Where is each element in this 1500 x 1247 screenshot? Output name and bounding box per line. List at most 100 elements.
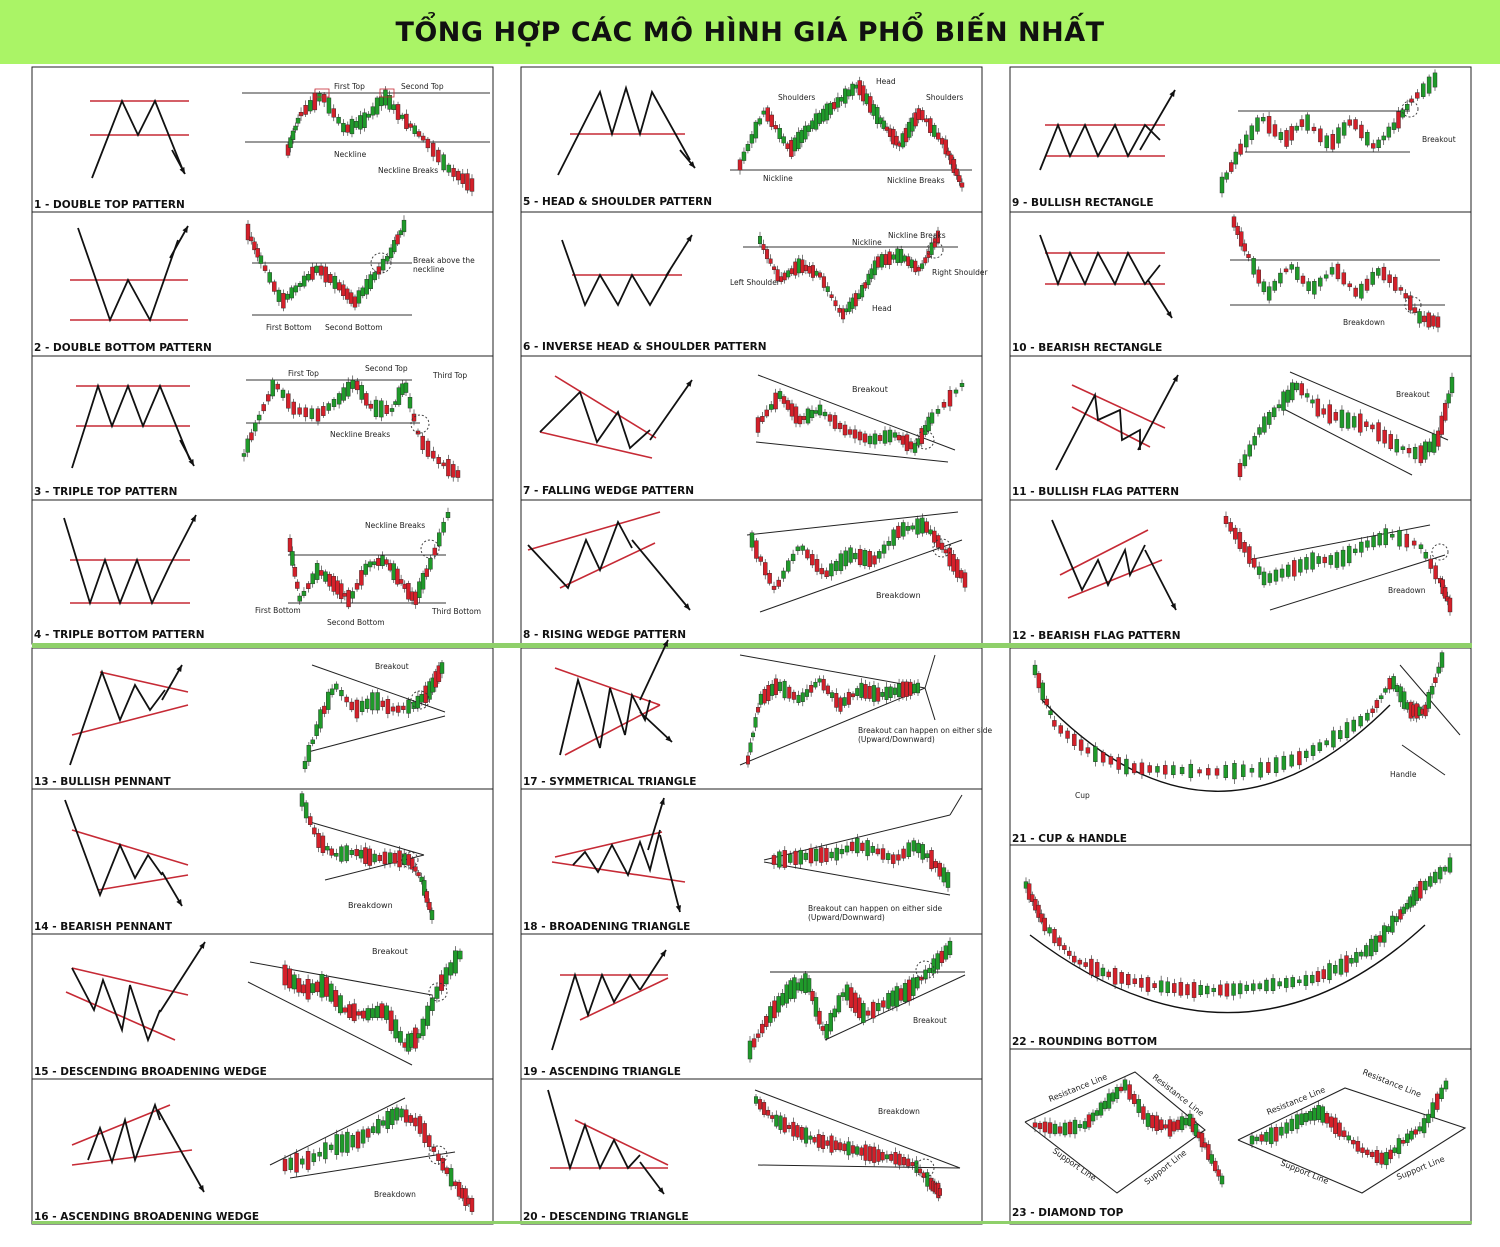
candle-body (1094, 1110, 1100, 1116)
candle-body (1279, 1126, 1284, 1136)
candle-body (1223, 765, 1228, 778)
annotation-label: Breakdown (878, 1107, 920, 1116)
candlestick-series (282, 1104, 475, 1215)
candle-body (789, 403, 795, 417)
candle-body (314, 265, 319, 273)
candle-body (1077, 959, 1083, 965)
candle-body (1118, 1086, 1124, 1092)
candle-body (1247, 546, 1252, 564)
candle-body (408, 123, 413, 128)
candle-body (383, 89, 388, 106)
candle-body (795, 546, 801, 552)
candle-body (920, 844, 925, 860)
candle-body (1102, 1100, 1108, 1110)
candle-body (1405, 104, 1410, 111)
candle-body (334, 1134, 339, 1155)
annotation-label: Resistance Line (1361, 1068, 1422, 1100)
pattern-caption: 16 - ASCENDING BROADENING WEDGE (34, 1211, 259, 1223)
candle-body (1269, 1127, 1274, 1145)
candle-body (1412, 446, 1418, 460)
candle-body (1273, 1127, 1279, 1142)
candle-body (344, 288, 350, 300)
candle-body (311, 1153, 317, 1163)
candle-body (379, 1003, 385, 1019)
annotation-label: Breakout (375, 662, 409, 671)
breakout-circle (915, 430, 935, 450)
candle-body (1374, 1150, 1380, 1163)
line (564, 704, 661, 756)
candle-body (287, 538, 293, 552)
candle-body (1428, 876, 1433, 887)
candle-body (796, 258, 801, 274)
candle-body (857, 997, 862, 1019)
candle-body (820, 1026, 826, 1031)
breakout-circle (401, 851, 419, 869)
candle-body (1359, 283, 1364, 299)
candle-body (328, 983, 334, 1002)
candle-body (331, 576, 336, 592)
candle-body (833, 1140, 838, 1150)
candle-body (322, 705, 327, 714)
candle-body (396, 387, 402, 405)
candle-body (843, 550, 848, 567)
zigzag-line (557, 84, 691, 176)
candle-body (778, 1115, 783, 1130)
candle-body (420, 135, 426, 141)
annotation-label: Support Line (1051, 1146, 1098, 1183)
candle-body (896, 854, 901, 861)
candle-body (763, 562, 768, 576)
candle-body (323, 571, 328, 582)
line (554, 375, 657, 439)
candle-body (805, 408, 811, 424)
candle-body (380, 1120, 386, 1126)
candle-body (395, 234, 400, 245)
candle-body (455, 470, 461, 478)
candle-body (888, 686, 893, 698)
candle-body (857, 548, 863, 566)
candle-body (757, 118, 763, 125)
candle-body (411, 701, 416, 709)
candle-body (1431, 315, 1436, 327)
candle-body (1085, 747, 1091, 754)
candle-body (1391, 676, 1396, 690)
candle-body (308, 100, 313, 112)
candle-body (838, 553, 844, 571)
candle-body (920, 110, 925, 121)
pattern-panel-21: 21 - CUP & HANDLE Cup Handle (1012, 650, 1461, 845)
candle-body (429, 997, 435, 1011)
candle-body (1341, 1130, 1347, 1137)
candle-body (388, 247, 394, 258)
candlestick-series (1223, 511, 1453, 616)
candle-body (881, 544, 887, 554)
breakout-circle (926, 241, 944, 259)
top-marker (379, 88, 395, 98)
candle-body (795, 982, 801, 991)
pattern-caption: 5 - HEAD & SHOULDER PATTERN (523, 196, 712, 208)
candle-body (1358, 413, 1363, 433)
candle-body (1072, 955, 1077, 963)
candle-body (1171, 1121, 1177, 1132)
candle-body (1249, 768, 1255, 773)
line (71, 967, 189, 996)
candle-body (1364, 278, 1370, 291)
candle-body (1278, 272, 1283, 284)
candle-body (295, 117, 301, 124)
candle-body (1389, 534, 1395, 538)
candle-body (1353, 287, 1358, 297)
line (1269, 554, 1446, 611)
line (757, 1164, 961, 1169)
candlestick-series (1237, 372, 1455, 481)
candle-body (781, 136, 786, 144)
arrowhead-icon (199, 942, 205, 949)
candle-body (863, 1144, 868, 1161)
arrowhead-icon (188, 459, 194, 466)
candle-body (261, 404, 266, 412)
candle-body (781, 396, 787, 404)
candle-body (842, 424, 848, 436)
candle-body (1284, 130, 1289, 147)
candle-body (745, 144, 751, 152)
candle-body (1033, 899, 1038, 911)
candle-body (766, 685, 771, 702)
candle-body (910, 1162, 915, 1167)
